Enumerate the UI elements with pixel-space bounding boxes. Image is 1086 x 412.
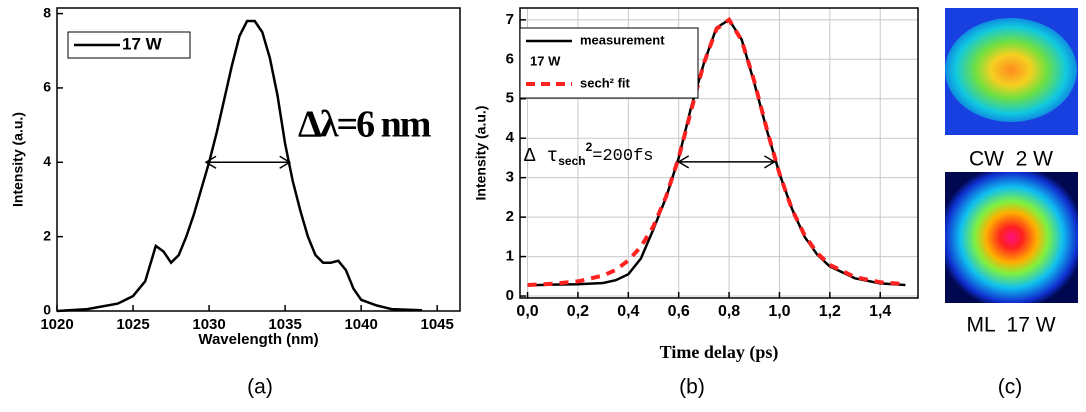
caption: (b) bbox=[679, 376, 705, 399]
x-tick-label: 1030 bbox=[192, 316, 225, 333]
image-label: ML 17 W bbox=[966, 314, 1055, 337]
arrow-head bbox=[204, 155, 292, 169]
x-tick-label: 1035 bbox=[268, 316, 301, 333]
x-tick-label: 0,6 bbox=[668, 303, 690, 320]
annotation-sub: sech bbox=[558, 154, 585, 168]
legend-label: measurement bbox=[580, 32, 665, 47]
annotation-rest: =200fs bbox=[592, 147, 653, 166]
x-tick-label: 0,0 bbox=[516, 303, 538, 320]
x-tick-label: 1,2 bbox=[819, 303, 841, 320]
y-tick-label: 2 bbox=[506, 208, 514, 225]
beam-profile bbox=[945, 18, 1077, 122]
caption: (a) bbox=[247, 376, 273, 399]
y-tick-label: 5 bbox=[506, 90, 514, 107]
y-tick-label: 4 bbox=[43, 153, 51, 169]
y-tick-label: 6 bbox=[506, 50, 514, 67]
y-axis-label: Intensity (a.u.) bbox=[10, 112, 26, 207]
plot-frame bbox=[56, 7, 461, 312]
y-tick-label: 0 bbox=[506, 287, 514, 304]
x-tick-label: 1025 bbox=[116, 316, 149, 333]
y-tick-label: 3 bbox=[506, 169, 514, 186]
y-tick-label: 2 bbox=[43, 227, 51, 243]
y-tick-label: 1 bbox=[506, 248, 514, 265]
legend-label: 17 W bbox=[122, 34, 163, 53]
y-tick-label: 0 bbox=[43, 302, 51, 318]
x-tick-label: 1040 bbox=[344, 316, 377, 333]
image-label: CW 2 W bbox=[969, 148, 1053, 171]
x-tick-label: 1045 bbox=[421, 316, 454, 333]
y-tick-label: 8 bbox=[43, 4, 51, 20]
legend-label: sech² fit bbox=[580, 75, 631, 90]
caption: (c) bbox=[998, 376, 1023, 399]
y-tick-label: 6 bbox=[43, 79, 51, 95]
annotation-main: Δ τ bbox=[524, 145, 558, 167]
annotation: Δλ=6 nm bbox=[298, 104, 431, 146]
y-axis-label: Intensity (a.u.) bbox=[473, 106, 489, 201]
y-tick-label: 7 bbox=[506, 11, 514, 28]
annotation: Δ τsech2=200fs bbox=[524, 140, 653, 168]
legend-box bbox=[519, 27, 699, 99]
x-tick-label: 0,4 bbox=[617, 303, 639, 320]
legend-note: 17 W bbox=[530, 53, 561, 68]
arrow-head bbox=[677, 155, 776, 169]
x-axis-label: Wavelength (nm) bbox=[198, 331, 318, 348]
plot-frame bbox=[519, 7, 919, 299]
x-tick-label: 1,0 bbox=[768, 303, 790, 320]
x-tick-label: 0,2 bbox=[567, 303, 589, 320]
data-line bbox=[527, 16, 906, 287]
x-tick-label: 1020 bbox=[40, 316, 73, 333]
x-axis-label: Time delay (ps) bbox=[660, 342, 779, 363]
data-line bbox=[56, 19, 423, 313]
y-tick-label: 4 bbox=[506, 129, 515, 146]
x-tick-label: 1,4 bbox=[869, 303, 891, 320]
x-tick-label: 0,8 bbox=[718, 303, 740, 320]
annotation-sup: 2 bbox=[586, 140, 593, 154]
beam-image bbox=[945, 172, 1078, 303]
